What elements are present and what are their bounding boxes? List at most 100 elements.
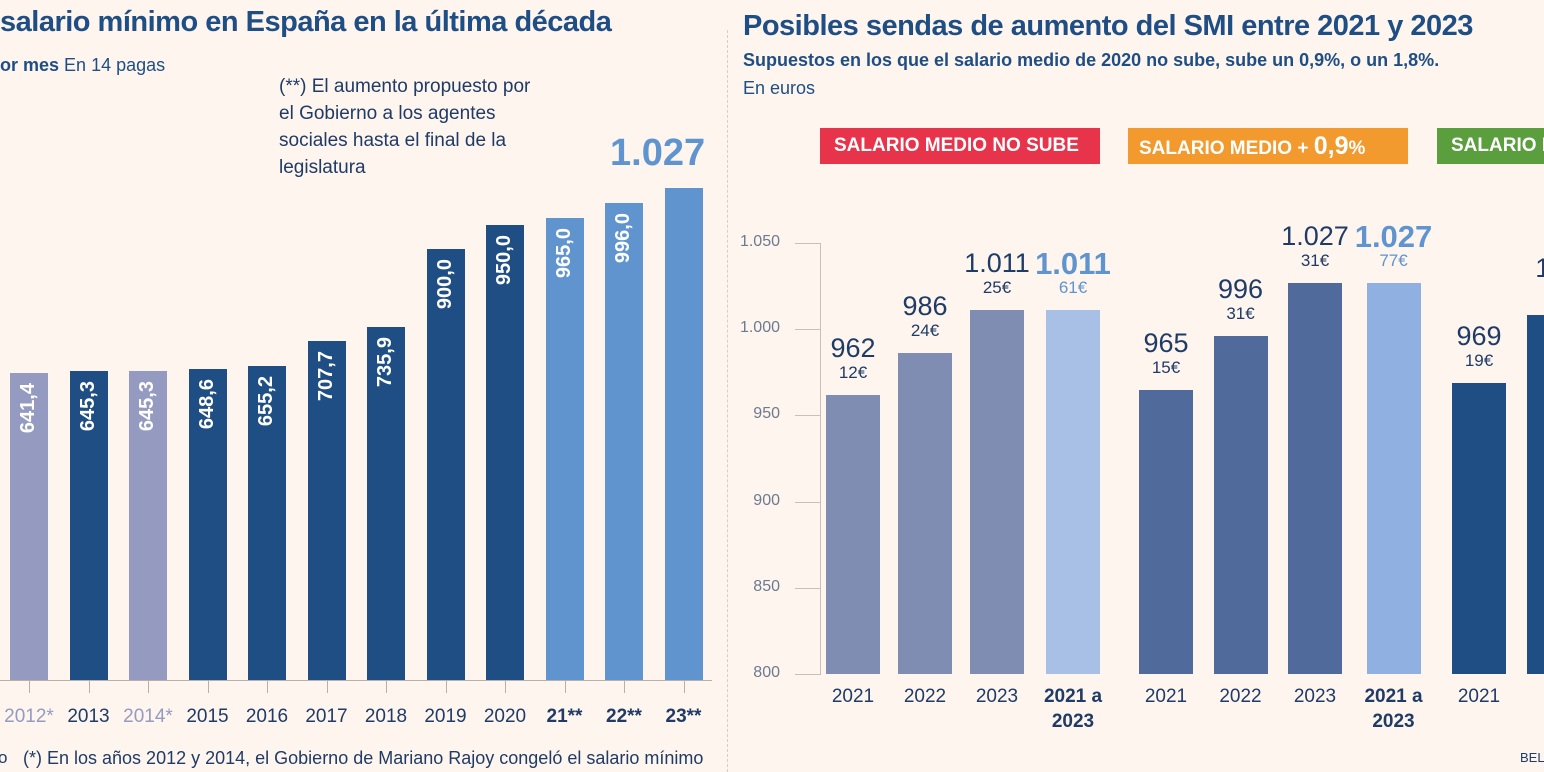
bar: 645,3 bbox=[69, 370, 108, 680]
legend-label: SALARIO MEDIO NO SUBE bbox=[834, 135, 1079, 156]
right-chart-subtitle: Supuestos en los que el salario medio de… bbox=[743, 50, 1440, 70]
y-tick bbox=[795, 674, 821, 675]
bar-increment-label: 24€ bbox=[910, 321, 940, 341]
y-tick bbox=[795, 501, 821, 503]
bar-value-label: 996,0 bbox=[612, 212, 634, 263]
credit: BEL bbox=[1520, 750, 1544, 765]
bar bbox=[1046, 310, 1100, 674]
bar bbox=[1366, 282, 1421, 674]
x-tick bbox=[386, 681, 387, 693]
x-tick-label: 2018 bbox=[364, 706, 408, 727]
subtitle-bold: or mes bbox=[0, 55, 60, 75]
bar-value-label: 655,2 bbox=[255, 376, 277, 427]
bar-value-label: 965,0 bbox=[552, 227, 575, 278]
x-tick bbox=[683, 681, 685, 693]
x-tick-label: 2021 bbox=[1457, 686, 1501, 707]
x-tick-label: 2017 bbox=[305, 706, 348, 727]
bar bbox=[1288, 282, 1342, 674]
bar: 707,7 bbox=[307, 340, 346, 680]
bar bbox=[1213, 336, 1268, 674]
bar: 735,9 bbox=[367, 327, 405, 680]
bar-value-label: 965 bbox=[1143, 327, 1189, 358]
left-chart-title: salario mínimo en España en la última dé… bbox=[0, 6, 612, 38]
y-tick-label: 850 bbox=[753, 577, 780, 595]
bar-increment-label: 31€ bbox=[1300, 250, 1330, 270]
x-tick-label: 2023 bbox=[975, 686, 1019, 707]
bar-value-label: 1.0 bbox=[1535, 253, 1544, 284]
proposal-note: (**) El aumento propuesto por el Gobiern… bbox=[279, 76, 531, 178]
x-tick bbox=[445, 681, 447, 693]
x-tick-label: 2021 bbox=[831, 686, 875, 707]
x-tick bbox=[564, 681, 566, 693]
x-tick-label: 2019 bbox=[424, 706, 467, 727]
legend-0-9: SALARIO MEDIO + 0,9% bbox=[1128, 128, 1408, 164]
x-tick-label: 2021 bbox=[1144, 686, 1188, 707]
bar: 648,6 bbox=[188, 369, 227, 680]
x-tick bbox=[148, 681, 149, 693]
bar bbox=[970, 310, 1024, 674]
bar-increment-label: 61€ bbox=[1058, 278, 1088, 298]
bar-value-label: 648,6 bbox=[195, 379, 218, 430]
x-tick bbox=[326, 681, 328, 693]
bar-increment-label: 25€ bbox=[982, 278, 1012, 298]
legend-pct-sign: % bbox=[1348, 138, 1366, 159]
bar-value-label: 735,9 bbox=[374, 337, 396, 388]
x-tick-label: 22** bbox=[606, 706, 642, 727]
bar-increment-label: 77€ bbox=[1379, 250, 1408, 270]
bar bbox=[664, 188, 703, 680]
x-tick-label: 2020 bbox=[483, 706, 527, 727]
right-unit: En euros bbox=[743, 78, 816, 98]
subtitle-text: En 14 pagas bbox=[64, 55, 166, 75]
x-tick bbox=[207, 681, 209, 693]
bar-value-label: 707,7 bbox=[314, 350, 337, 402]
x-tick bbox=[505, 681, 506, 693]
legend-label: SALARIO M bbox=[1451, 135, 1544, 156]
x-tick bbox=[88, 681, 90, 693]
bar-value-label: 1.011 bbox=[1035, 246, 1111, 282]
x-tick-label: 2013 bbox=[67, 706, 110, 727]
x-tick-label: 2015 bbox=[186, 706, 229, 727]
bar-value-label: 1.011 bbox=[964, 248, 1030, 279]
x-tick-label: 2022 bbox=[903, 686, 947, 707]
bar bbox=[1527, 315, 1544, 674]
bar: 996,0 bbox=[605, 202, 643, 680]
y-tick bbox=[795, 329, 821, 331]
divider bbox=[727, 30, 728, 772]
bar: 655,2 bbox=[248, 366, 286, 680]
left-chart-subtitle: or mes En 14 pagas bbox=[0, 55, 165, 76]
bar-value-label: 645,3 bbox=[136, 380, 158, 431]
bar: 900,0 bbox=[426, 248, 465, 680]
bar-value-label: 1.027 bbox=[1281, 220, 1349, 251]
bar-increment-label: 4 bbox=[1514, 283, 1544, 303]
x-tick-label: 2016 bbox=[245, 706, 289, 727]
y-tick-label: 1.050 bbox=[739, 233, 780, 250]
bar-value-label: 950,0 bbox=[493, 234, 515, 285]
legend-no-sube: SALARIO MEDIO NO SUBE bbox=[820, 128, 1100, 164]
bar: 950,0 bbox=[486, 224, 524, 680]
x-tick-label: 23** bbox=[665, 706, 702, 727]
y-tick bbox=[795, 587, 821, 589]
x-tick-label: 2023 bbox=[1293, 686, 1337, 707]
bar-value-label: 969 bbox=[1456, 320, 1502, 351]
bar: 641,4 bbox=[10, 372, 48, 680]
x-tick bbox=[267, 681, 268, 693]
x-tick-label: 21** bbox=[546, 706, 583, 727]
x-tick-label: 2021 a 2023 bbox=[1043, 686, 1103, 732]
bar-increment-label: 19€ bbox=[1464, 350, 1494, 370]
left-x-axis bbox=[0, 680, 712, 681]
x-tick bbox=[624, 681, 625, 693]
bar-increment-label: 12€ bbox=[838, 362, 868, 382]
bar bbox=[1452, 382, 1506, 674]
bar-value-label: 986 bbox=[902, 291, 948, 322]
bar-increment-label: 15€ bbox=[1151, 357, 1181, 377]
x-tick-label: 2012* bbox=[4, 706, 54, 727]
x-tick bbox=[29, 681, 30, 693]
bar-value-label: 962 bbox=[830, 332, 876, 363]
right-y-axis bbox=[820, 243, 821, 675]
bar-value-label: 1.027 bbox=[1354, 218, 1433, 254]
y-tick-label: 900 bbox=[753, 491, 780, 509]
bar bbox=[826, 394, 880, 674]
legend-label: SALARIO MEDIO + bbox=[1139, 138, 1314, 159]
bar bbox=[1139, 389, 1193, 674]
y-tick bbox=[795, 415, 821, 417]
